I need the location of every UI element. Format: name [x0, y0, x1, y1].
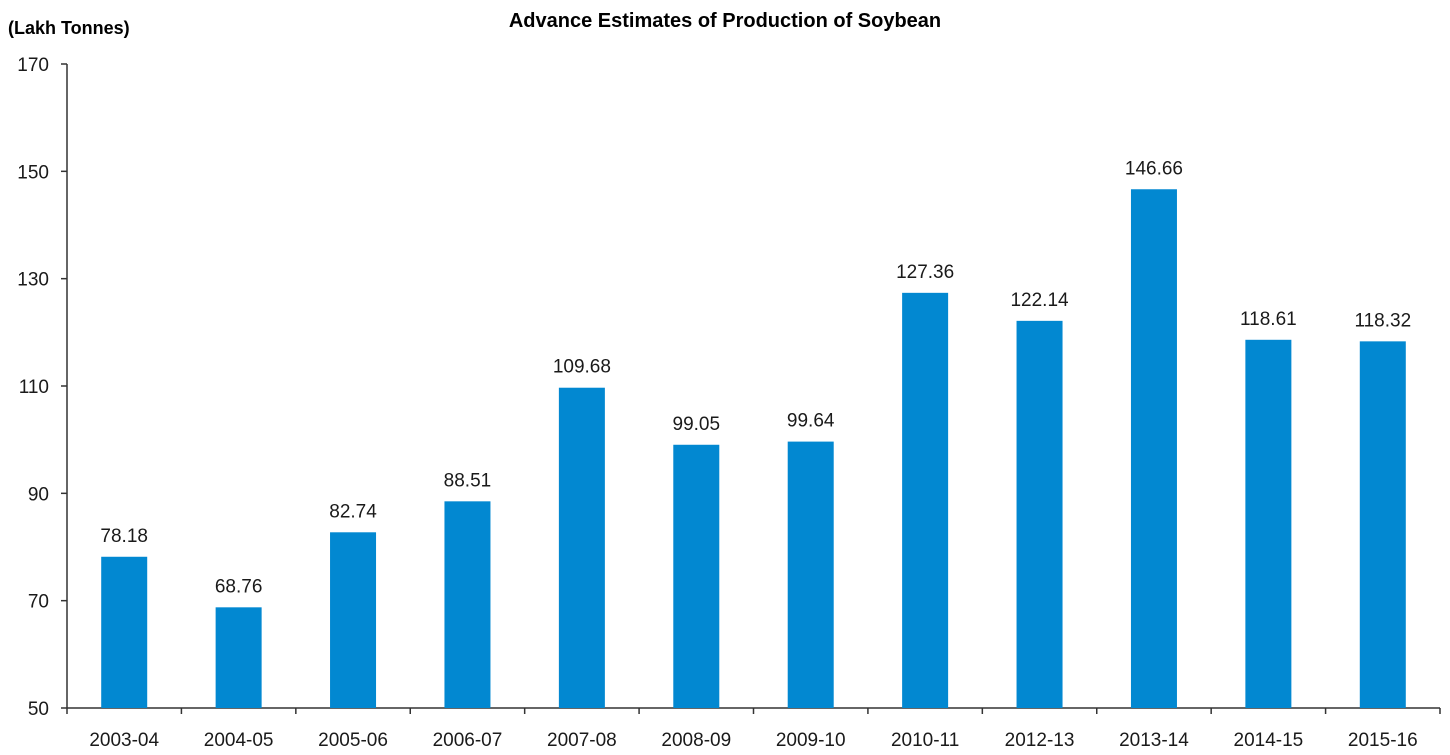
bar — [673, 444, 720, 708]
y-tick-label: 90 — [28, 484, 49, 505]
y-tick-label: 130 — [17, 270, 49, 291]
x-category-label: 2013-14 — [1119, 730, 1189, 751]
x-category-label: 2007-08 — [547, 730, 617, 751]
bar — [902, 292, 949, 708]
data-labels: 78.18 68.76 82.74 88.51 109.68 99.05 99.64 127.… — [100, 158, 1411, 597]
data-label: 68.76 — [215, 576, 263, 597]
y-axis-unit-label: (Lakh Tonnes) — [8, 18, 130, 38]
y-tick-label: 170 — [17, 55, 49, 76]
x-category-label: 2003-04 — [89, 730, 159, 751]
data-label: 122.14 — [1010, 290, 1069, 311]
data-label: 118.61 — [1240, 309, 1297, 330]
bar — [1016, 320, 1063, 708]
bar — [558, 387, 605, 708]
bar — [787, 441, 834, 708]
bar — [444, 501, 491, 708]
x-category-label: 2004-05 — [204, 730, 274, 751]
bar — [1245, 339, 1292, 708]
data-label: 109.68 — [553, 357, 611, 378]
x-category-label: 2006-07 — [433, 730, 503, 751]
y-tick-label: 70 — [28, 592, 49, 613]
x-category-label: 2010-11 — [891, 730, 959, 751]
bar — [101, 556, 148, 708]
bar — [1359, 341, 1406, 708]
axes: 50 70 90 110 130 150 170 — [17, 55, 1441, 720]
x-category-label: 2005-06 — [318, 730, 388, 751]
x-category-label: 2015-16 — [1348, 730, 1418, 751]
x-tick-labels: 2003-04 2004-05 2005-06 2006-07 2007-08 2008-… — [89, 730, 1417, 751]
data-label: 88.51 — [444, 470, 492, 491]
bar — [215, 607, 262, 708]
data-label: 78.18 — [100, 526, 148, 547]
data-label: 99.64 — [787, 411, 835, 432]
y-tick-label: 150 — [17, 162, 49, 183]
chart-title: Advance Estimates of Production of Soybe… — [508, 10, 942, 32]
x-category-label: 2008-09 — [661, 730, 731, 751]
x-category-label: 2014-15 — [1234, 730, 1304, 751]
x-category-label: 2012-13 — [1005, 730, 1075, 751]
y-tick-label: 50 — [28, 699, 49, 720]
data-label: 99.05 — [673, 414, 721, 435]
bars — [101, 189, 1406, 708]
data-label: 127.36 — [896, 262, 954, 283]
bar — [330, 532, 377, 708]
data-label: 146.66 — [1125, 158, 1183, 179]
data-label: 82.74 — [329, 501, 377, 522]
bar — [1130, 189, 1177, 708]
data-label: 118.32 — [1354, 310, 1411, 331]
y-tick-label: 110 — [19, 377, 49, 398]
x-category-label: 2009-10 — [776, 730, 846, 751]
